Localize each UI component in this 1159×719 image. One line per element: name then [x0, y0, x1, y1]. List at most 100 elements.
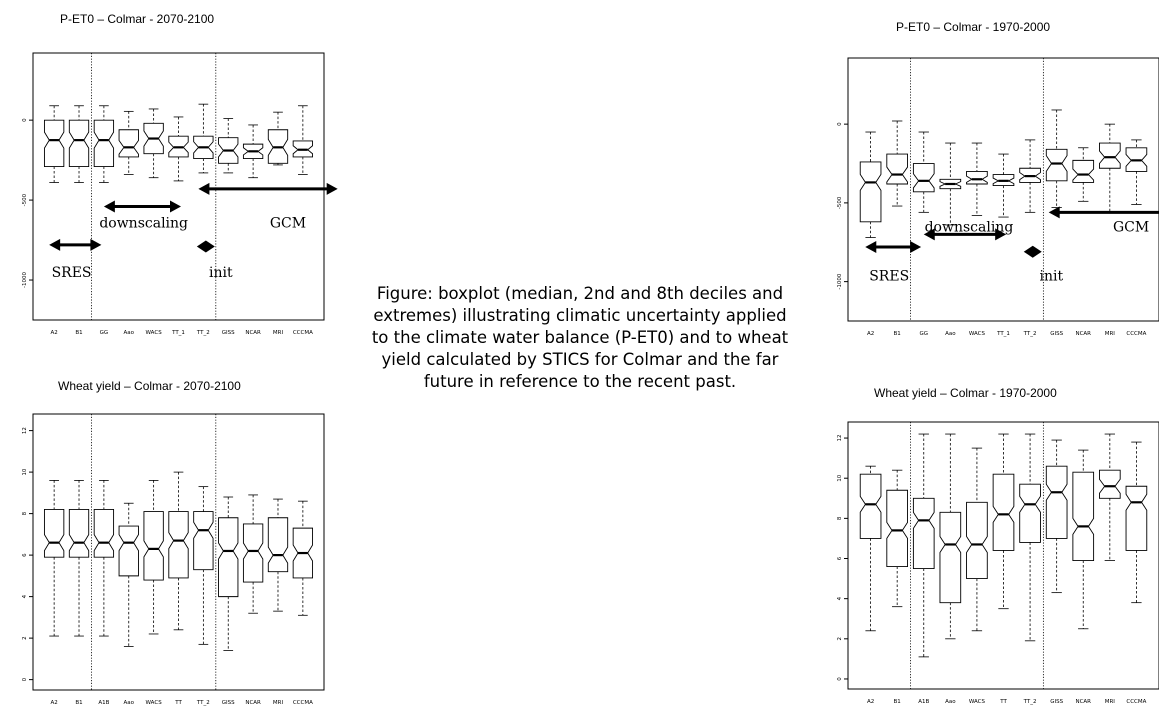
box-body [118, 129, 139, 158]
box-TT_1 [168, 116, 189, 182]
boxplot-wheat-past: 0 2 4 6 8 10 12 A2 B1 A1B Aao WACS TT TT_2 GISS NCAR MRI… [837, 421, 1159, 705]
x-tick-label: A2 [51, 700, 58, 706]
annotation-init: init [1040, 268, 1064, 284]
chart-title-wheat-past: Wheat yield – Colmar - 1970-2000 [874, 386, 1057, 400]
box-CCCMA [292, 500, 314, 616]
box-TT_2 [193, 103, 214, 174]
arrow-head-left [1048, 206, 1060, 219]
x-tick-label: TT_1 [996, 331, 1010, 337]
y-tick-label: 0 [837, 677, 843, 681]
y-tick-label: 2 [22, 636, 28, 640]
y-tick-label: 2 [837, 637, 843, 641]
annotation-downscaling: downscaling [99, 215, 188, 231]
arrow-head-left [103, 200, 115, 213]
arrow-head-right [326, 182, 338, 195]
box-body [912, 497, 935, 569]
chart-title-wheat-future: Wheat yield – Colmar - 2070-2100 [58, 379, 241, 393]
box-WACS [966, 142, 988, 216]
box-body [193, 511, 214, 571]
box-body [68, 119, 90, 167]
x-tick-label: TT_2 [1023, 699, 1037, 705]
chart-title-pet0-past: P-ET0 – Colmar - 1970-2000 [896, 20, 1051, 34]
box-A2 [859, 131, 882, 238]
x-tick-label: GISS [1050, 331, 1063, 337]
x-tick-label: B1 [894, 331, 901, 337]
y-tick-label: 4 [22, 594, 28, 598]
x-tick-label: GISS [222, 700, 235, 706]
y-tick-label: 10 [837, 474, 843, 481]
box-body [168, 511, 189, 579]
arrow-head-left [198, 182, 210, 195]
box-body [143, 511, 164, 581]
x-tick-label: CCCMA [293, 700, 313, 706]
arrow-head-right [169, 200, 181, 213]
chart-title-pet0-future: P-ET0 – Colmar - 2070-2100 [60, 12, 215, 26]
x-tick-label: NCAR [1075, 331, 1091, 337]
box-body [1072, 471, 1095, 561]
box-TT_1 [992, 153, 1015, 218]
arrow-head-right [910, 240, 922, 253]
box-body [1125, 485, 1148, 551]
x-tick-label: TT [999, 699, 1007, 705]
box-body [118, 525, 139, 577]
annotation-arrow [1048, 206, 1159, 219]
box-TT [168, 471, 189, 631]
y-tick-label: 10 [22, 468, 28, 475]
annotation-sres: SRES [869, 268, 909, 284]
x-tick-label: A1B [918, 699, 929, 705]
box-WACS [143, 108, 164, 179]
box-GG [912, 131, 935, 213]
x-tick-label: B1 [894, 699, 901, 705]
boxplot-wheat-future: 0 2 4 6 8 10 12 A2 B1 A1B Aao WACS TT TT_2 GISS NCAR MRI… [22, 413, 325, 706]
plot-frame [847, 421, 1159, 690]
x-tick-label: Aao [945, 331, 956, 337]
box-GISS [218, 496, 239, 651]
box-body [1045, 148, 1068, 182]
x-tick-label: MRI [273, 700, 284, 706]
box-body [966, 170, 988, 185]
box-B1 [886, 120, 908, 207]
arrow-head-left [923, 228, 935, 241]
x-tick-label: Aao [124, 700, 135, 706]
box-TT_2 [1019, 433, 1041, 642]
box-A2 [43, 105, 65, 183]
x-tick-label: TT_2 [196, 700, 210, 706]
box-Aao [939, 142, 962, 226]
plot-frame [32, 413, 325, 691]
x-tick-label: A2 [51, 330, 58, 336]
y-tick-label: 12 [22, 427, 28, 434]
x-tick-label: B1 [75, 700, 82, 706]
box-body [1072, 159, 1095, 183]
y-tick-label: 8 [837, 516, 843, 520]
x-tick-label: NCAR [1075, 699, 1091, 705]
annotation-arrow [923, 228, 1007, 241]
x-tick-label: GG [100, 330, 109, 336]
box-NCAR [242, 124, 264, 179]
box-body [1045, 465, 1068, 539]
boxplot-pet0-future: 0 -500 -1000 A2 B1 GG Aao WACS TT_1 TT_2 GISS NCAR M… [22, 52, 338, 336]
box-body [886, 489, 908, 567]
box-TT_2 [193, 486, 214, 645]
box-body [43, 119, 65, 167]
x-tick-label: TT_1 [171, 330, 185, 336]
y-tick-label: 8 [22, 511, 28, 515]
box-GISS [218, 118, 239, 174]
x-tick-label: GISS [1050, 699, 1063, 705]
box-TT_2 [1019, 139, 1041, 213]
y-tick-label: -1000 [837, 273, 843, 289]
annotation-gcm: GCM [1113, 220, 1149, 236]
box-body [93, 119, 115, 167]
annotation-gcm: GCM [270, 215, 306, 231]
y-tick-label: 6 [837, 556, 843, 560]
x-tick-label: CCCMA [1126, 331, 1146, 337]
box-A2 [43, 480, 65, 637]
box-NCAR [1072, 147, 1095, 202]
x-tick-label: MRI [1105, 699, 1116, 705]
x-tick-label: NCAR [245, 700, 261, 706]
x-tick-label: TT_2 [196, 330, 210, 336]
box-body [242, 523, 264, 583]
x-tick-label: MRI [1105, 331, 1116, 337]
box-body [1019, 483, 1041, 543]
x-tick-label: A2 [867, 699, 874, 705]
box-GG [93, 105, 115, 183]
